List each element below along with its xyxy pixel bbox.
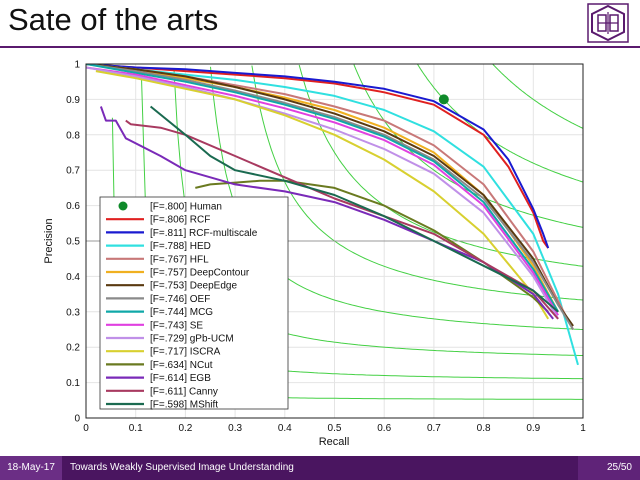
iso-f-curve: [492, 64, 583, 129]
series-line: [99, 106, 554, 320]
legend-item: [F=.634] NCut: [106, 360, 213, 371]
legend-label: [F=.598] MShift: [150, 400, 218, 411]
y-tick-label: 0.4: [66, 272, 80, 283]
legend-label: [F=.746] OEF: [150, 294, 210, 305]
x-tick-label: 0.4: [278, 423, 292, 434]
legend-label: [F=.753] DeepEdge: [150, 281, 237, 292]
x-tick-label: 0.6: [377, 423, 391, 434]
legend-item: [F=.611] Canny: [106, 386, 218, 397]
page-number-box: [578, 456, 640, 480]
legend-item: [F=.767] HFL: [106, 254, 209, 265]
slide-title: Sate of the arts: [8, 2, 219, 37]
legend-item: [F=.614] EGB: [106, 373, 211, 384]
legend-item: [F=.729] gPb-UCM: [106, 334, 234, 345]
footer-title: Towards Weakly Supervised Image Understa…: [70, 462, 294, 473]
x-axis-label: Recall: [319, 436, 350, 448]
legend-label: [F=.743] SE: [150, 320, 203, 331]
legend-label: [F=.788] HED: [150, 241, 211, 252]
legend-label: [F=.811] RCF-multiscale: [150, 228, 258, 239]
y-tick-label: 0.2: [66, 343, 80, 354]
x-tick-label: 0.1: [129, 423, 143, 434]
y-tick-label: 0.1: [66, 378, 80, 389]
legend-label: [F=.614] EGB: [150, 373, 211, 384]
y-tick-label: 0.3: [66, 307, 80, 318]
legend-label: [F=.800] Human: [150, 202, 222, 213]
legend-label: [F=.806] RCF: [150, 215, 210, 226]
x-tick-label: 1: [580, 423, 586, 434]
y-tick-label: 0.6: [66, 201, 80, 212]
plot-frame: [85, 63, 584, 419]
x-tick-label: 0: [83, 423, 89, 434]
university-seal-icon: [587, 3, 629, 43]
legend-label: [F=.744] MCG: [150, 307, 213, 318]
legend-item: [F=.788] HED: [106, 241, 211, 252]
x-tick-label: 0.5: [328, 423, 342, 434]
legend-label: [F=.757] DeepContour: [150, 268, 250, 279]
series-line: [149, 105, 559, 313]
y-tick-label: 0.5: [66, 237, 80, 248]
x-tick-label: 0.9: [526, 423, 540, 434]
legend-item: [F=.744] MCG: [106, 307, 213, 318]
x-tick-label: 0.3: [228, 423, 242, 434]
human-point-marker: [438, 94, 449, 105]
series-line: [86, 66, 559, 316]
footer-bar: 18-May-17 Towards Weakly Supervised Imag…: [0, 456, 640, 480]
series-line: [86, 64, 550, 249]
legend-label: [F=.729] gPb-UCM: [150, 334, 234, 345]
legend-label: [F=.717] ISCRA: [150, 347, 221, 358]
series-line: [86, 64, 559, 313]
legend-item: [F=.800] Human: [118, 201, 222, 213]
legend-item: [F=.598] MShift: [106, 400, 218, 411]
legend-item: [F=.746] OEF: [106, 294, 210, 305]
y-tick-label: 0.8: [66, 130, 80, 141]
y-tick-label: 1: [74, 60, 80, 71]
x-tick-labels: 0 0.1 0.2 0.3 0.4 0.5 0.6 0.7 0.8 0.9 1: [83, 423, 586, 434]
y-tick-label: 0: [74, 414, 80, 425]
y-axis-label: Precision: [43, 218, 55, 263]
legend: [F=.800] Human [F=.806] RCF [F=.811] RCF-m…: [99, 196, 289, 411]
title-rule: [0, 46, 640, 48]
series-line: [95, 70, 550, 320]
series-line: [86, 64, 579, 366]
legend-item: [F=.757] DeepContour: [106, 268, 250, 279]
series-line: [86, 66, 559, 320]
legend-item: [F=.811] RCF-multiscale: [106, 228, 258, 239]
y-tick-labels: 0 0.1 0.2 0.3 0.4 0.5 0.6 0.7 0.8 0.9 1: [66, 60, 80, 425]
legend-label: [F=.767] HFL: [150, 254, 209, 265]
y-tick-label: 0.7: [66, 166, 80, 177]
series-line: [86, 64, 574, 331]
legend-item: [F=.743] SE: [106, 320, 203, 331]
x-tick-label: 0.8: [477, 423, 491, 434]
series-lines: [86, 64, 579, 366]
precision-recall-chart: 0 0.1 0.2 0.3 0.4 0.5 0.6 0.7 0.8 0.9 1 0 0.1 0.2 0.3…: [43, 60, 586, 449]
series-line: [86, 64, 574, 327]
footer-date: 18-May-17: [0, 456, 62, 480]
x-tick-label: 0.2: [178, 423, 192, 434]
series-line: [86, 64, 550, 249]
legend-item: [F=.753] DeepEdge: [106, 281, 237, 292]
page-number: 25/50: [606, 462, 632, 473]
legend-marker: [118, 201, 128, 211]
x-tick-label: 0.7: [427, 423, 441, 434]
legend-item: [F=.806] RCF: [106, 215, 210, 226]
legend-label: [F=.611] Canny: [150, 386, 218, 397]
y-tick-label: 0.9: [66, 95, 80, 106]
legend-item: [F=.717] ISCRA: [106, 347, 221, 358]
legend-label: [F=.634] NCut: [150, 360, 213, 371]
